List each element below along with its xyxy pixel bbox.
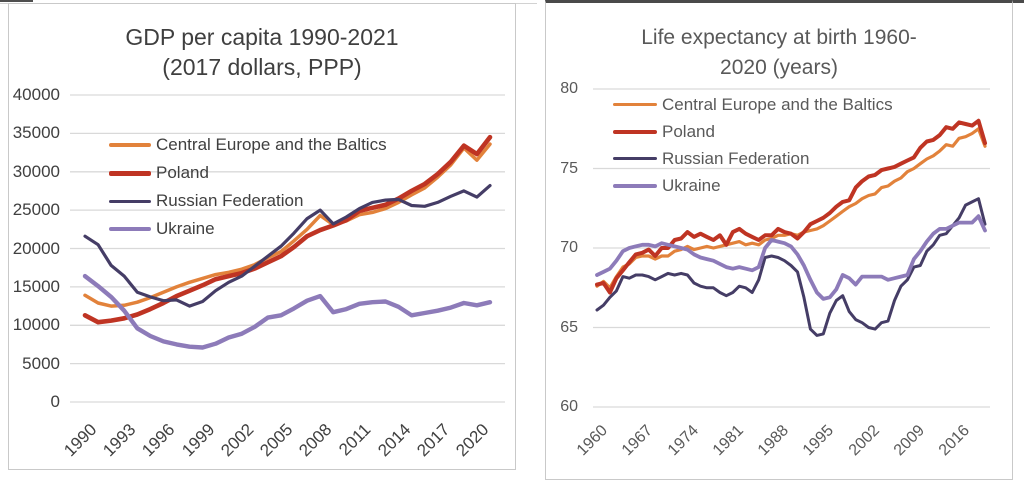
legend-label: Russian Federation	[156, 191, 304, 210]
y-tick-label: 40000	[12, 85, 60, 104]
y-tick-label: 10000	[12, 315, 60, 335]
y-tick-label: 20000	[12, 238, 60, 258]
legend-item-central-europe-and-the-baltics: Central Europe and the Baltics	[613, 91, 893, 118]
russian-federation-legend-line-swatch	[109, 199, 151, 203]
central-europe-and-the-baltics-legend-line-swatch	[109, 143, 151, 147]
gdp-chart-title: GDP per capita 1990-2021 (2017 dollars, …	[9, 22, 515, 82]
legend-label: Central Europe and the Baltics	[156, 135, 387, 154]
russian-federation-line	[83, 184, 492, 308]
poland-line	[595, 118, 987, 295]
y-tick-label: 0	[50, 392, 60, 411]
legend-label: Poland	[156, 163, 209, 182]
gdp-title-line1: GDP per capita 1990-2021	[125, 24, 399, 50]
y-tick-label: 75	[560, 159, 578, 177]
legend-label: Ukraine	[156, 219, 215, 238]
y-tick-label: 15000	[12, 276, 60, 296]
russian-federation-legend-line-swatch	[613, 157, 657, 160]
legend-label: Poland	[662, 121, 715, 141]
legend-item-poland: Poland	[109, 159, 387, 187]
legend-item-ukraine: Ukraine	[613, 172, 893, 199]
legend-item-central-europe-and-the-baltics: Central Europe and the Baltics	[109, 131, 387, 159]
top-rule-left	[0, 0, 33, 2]
gdp-chart-panel: GDP per capita 1990-2021 (2017 dollars, …	[8, 3, 516, 470]
life-title-line1: Life expectancy at birth 1960-	[641, 26, 917, 49]
life-expectancy-plot-area	[593, 88, 990, 408]
y-tick-label: 80	[560, 80, 578, 97]
legend-label: Central Europe and the Baltics	[662, 94, 893, 114]
y-tick-label: 70	[560, 239, 578, 256]
gdp-plot-area	[70, 94, 505, 403]
y-tick-label: 65	[560, 318, 578, 336]
legend-item-russian-federation: Russian Federation	[613, 145, 893, 172]
central-europe-and-the-baltics-legend-line-swatch	[613, 103, 657, 106]
gdp-title-line2: (2017 dollars, PPP)	[162, 54, 362, 80]
ukraine-line	[82, 273, 493, 350]
legend-label: Ukraine	[662, 175, 721, 195]
russian-federation-line	[595, 197, 987, 337]
y-tick-label: 35000	[12, 123, 60, 143]
y-tick-label: 5000	[22, 353, 60, 373]
life-title-line2: 2020 (years)	[720, 56, 838, 79]
poland-legend-line-swatch	[613, 129, 657, 134]
y-tick-label: 60	[560, 398, 578, 415]
legend-item-poland: Poland	[613, 118, 893, 145]
life-expectancy-chart-title: Life expectancy at birth 1960- 2020 (yea…	[546, 23, 1012, 83]
legend-item-russian-federation: Russian Federation	[109, 187, 387, 215]
life-expectancy-legend: Central Europe and the Baltics Poland Russ…	[613, 91, 893, 199]
y-tick-label: 25000	[12, 200, 60, 220]
poland-legend-line-swatch	[109, 170, 151, 176]
ukraine-legend-line-swatch	[613, 183, 657, 188]
poland-line	[82, 134, 493, 325]
legend-item-ukraine: Ukraine	[109, 215, 387, 243]
y-tick-label: 30000	[12, 161, 60, 181]
gdp-legend: Central Europe and the Baltics Poland Russ…	[109, 131, 387, 243]
ukraine-legend-line-swatch	[109, 227, 151, 231]
life-expectancy-chart-panel: Life expectancy at birth 1960- 2020 (yea…	[545, 0, 1013, 480]
ukraine-line	[595, 214, 987, 301]
legend-label: Russian Federation	[662, 148, 810, 168]
